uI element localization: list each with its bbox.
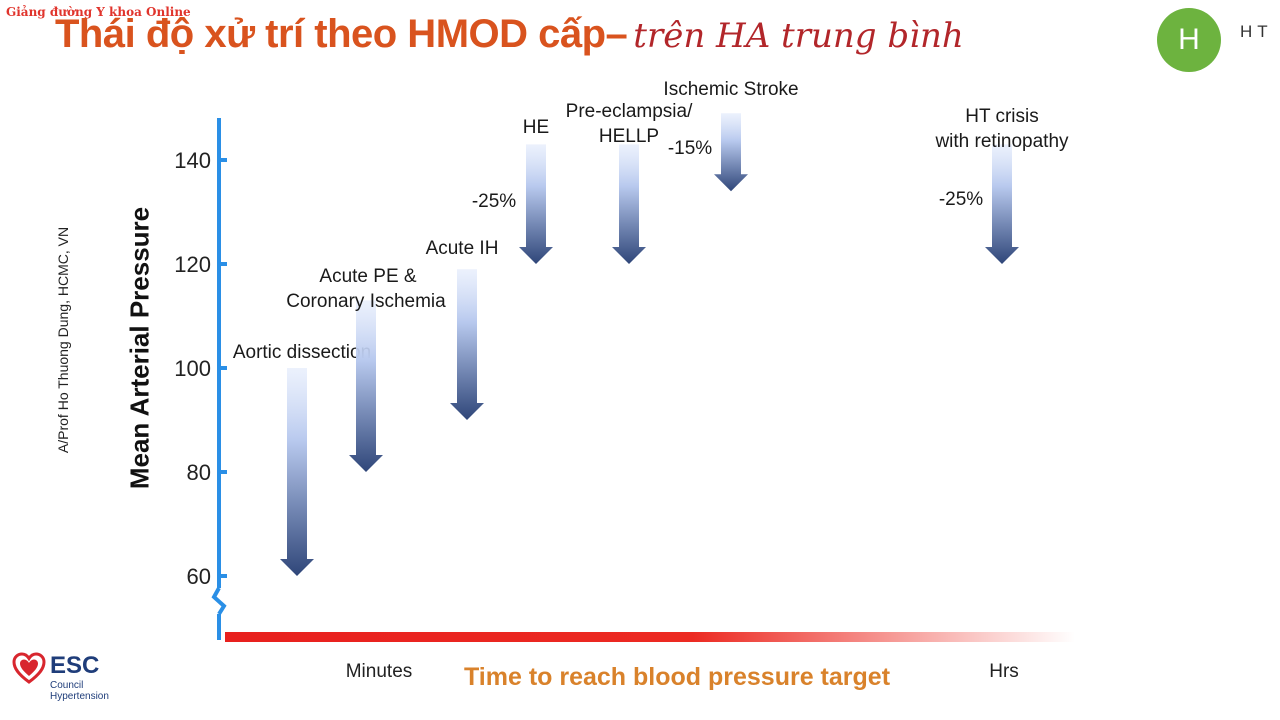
time-axis: Minutes Hrs	[225, 632, 1075, 682]
x-axis-label: Time to reach blood pressure target	[463, 663, 891, 691]
condition-arrow	[349, 300, 383, 472]
x-tick-label: Hrs	[989, 661, 1019, 682]
condition-arrow	[985, 144, 1019, 264]
condition-arrow	[519, 144, 553, 264]
condition-label: Aortic dissection	[233, 342, 371, 363]
condition-label: Coronary Ischemia	[286, 291, 446, 312]
condition-label: Ischemic Stroke	[663, 79, 798, 100]
h-logo-icon: H	[1157, 8, 1221, 72]
esc-name: ESC	[50, 652, 100, 679]
esc-subtitle: Council Hypertension	[50, 680, 140, 702]
title-subtitle: trên HA trung bình	[633, 16, 964, 56]
condition-label: with retinopathy	[934, 131, 1069, 152]
esc-heart-icon	[12, 652, 46, 684]
condition-arrow	[280, 368, 314, 576]
condition-label: HE	[523, 117, 549, 138]
time-bar	[225, 632, 1075, 642]
y-tick-label: 80	[187, 460, 211, 485]
reduction-label: -25%	[472, 191, 516, 212]
esc-line2: Hypertension	[50, 691, 109, 702]
condition-arrow	[714, 113, 748, 192]
watermark: Giảng đường Y khoa Online	[6, 5, 191, 19]
logo-text: HT	[1240, 22, 1273, 41]
condition-label: HELLP	[599, 126, 659, 147]
y-tick-label: 60	[187, 564, 211, 589]
condition-label: Pre-eclampsia/	[566, 101, 693, 122]
reduction-label: -15%	[668, 138, 712, 159]
condition-label: HT crisis	[965, 106, 1039, 127]
y-tick-label: 140	[174, 148, 211, 173]
condition-label: Acute IH	[426, 238, 499, 259]
reduction-label: -25%	[939, 189, 983, 210]
esc-line1: Council	[50, 680, 84, 691]
condition-label: Acute PE &	[319, 266, 416, 287]
condition-arrow	[612, 144, 646, 264]
y-axis-break	[211, 587, 227, 616]
condition-arrow	[450, 269, 484, 420]
y-tick-label: 100	[174, 356, 211, 381]
y-tick-label: 120	[174, 252, 211, 277]
chart-arrows: Aortic dissection Acute PE & Coronary Isc…	[233, 79, 1069, 576]
y-axis: 60 80 100 120 140	[174, 118, 227, 640]
y-axis-label: Mean Arterial Pressure	[124, 206, 155, 490]
slide-title: Thái độ xử trí theo HMOD cấp– trên HA tru…	[55, 12, 964, 57]
x-tick-label: Minutes	[346, 661, 413, 682]
title-main: Thái độ xử trí theo HMOD cấp–	[55, 12, 628, 56]
